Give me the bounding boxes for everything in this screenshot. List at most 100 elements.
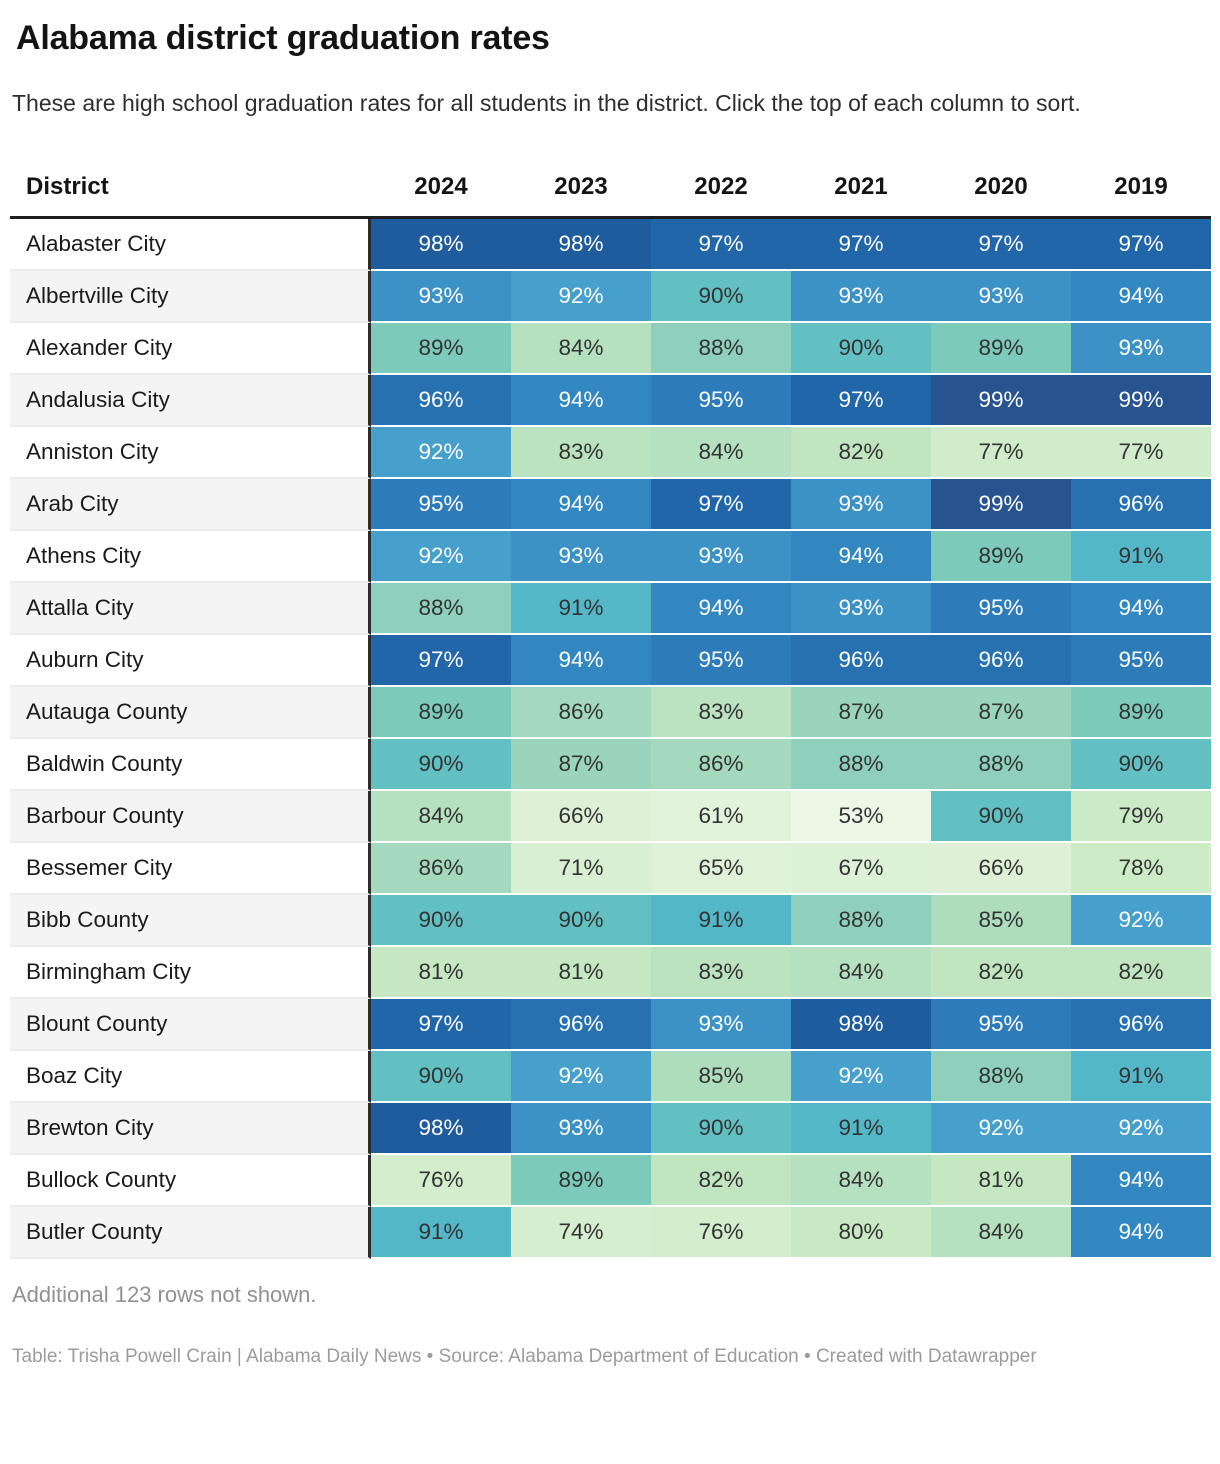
district-name: Bibb County xyxy=(10,895,371,947)
value-cell-2020: 99% xyxy=(931,479,1071,531)
value-cell-2022: 93% xyxy=(651,531,791,583)
value-cell-2019: 77% xyxy=(1071,427,1211,479)
value-cell-2021: 96% xyxy=(791,635,931,687)
value-cell-2023: 94% xyxy=(511,479,651,531)
value-cell-2021: 84% xyxy=(791,947,931,999)
table-row: Alexander City 89% 84% 88% 90% 89% 93% xyxy=(10,323,1211,375)
value-cell-2024: 92% xyxy=(371,427,511,479)
value-cell-2020: 97% xyxy=(931,219,1071,271)
value-cell-2023: 91% xyxy=(511,583,651,635)
district-name: Birmingham City xyxy=(10,947,371,999)
value-cell-2020: 95% xyxy=(931,583,1071,635)
value-cell-2019: 79% xyxy=(1071,791,1211,843)
value-cell-2021: 97% xyxy=(791,219,931,271)
table-row: Blount County 97% 96% 93% 98% 95% 96% xyxy=(10,999,1211,1051)
value-cell-2022: 65% xyxy=(651,843,791,895)
column-header-2019[interactable]: 2019 xyxy=(1071,163,1211,219)
value-cell-2022: 94% xyxy=(651,583,791,635)
value-cell-2020: 89% xyxy=(931,323,1071,375)
value-cell-2019: 89% xyxy=(1071,687,1211,739)
value-cell-2022: 82% xyxy=(651,1155,791,1207)
value-cell-2019: 95% xyxy=(1071,635,1211,687)
value-cell-2024: 97% xyxy=(371,635,511,687)
district-name: Bessemer City xyxy=(10,843,371,895)
value-cell-2024: 88% xyxy=(371,583,511,635)
district-name: Autauga County xyxy=(10,687,371,739)
value-cell-2023: 81% xyxy=(511,947,651,999)
value-cell-2019: 97% xyxy=(1071,219,1211,271)
table-row: Bullock County 76% 89% 82% 84% 81% 94% xyxy=(10,1155,1211,1207)
value-cell-2022: 83% xyxy=(651,687,791,739)
value-cell-2019: 91% xyxy=(1071,531,1211,583)
value-cell-2023: 71% xyxy=(511,843,651,895)
value-cell-2024: 76% xyxy=(371,1155,511,1207)
value-cell-2020: 77% xyxy=(931,427,1071,479)
value-cell-2022: 76% xyxy=(651,1207,791,1259)
value-cell-2022: 86% xyxy=(651,739,791,791)
datawrapper-page: Alabama district graduation rates These … xyxy=(10,19,1211,1367)
column-header-2023[interactable]: 2023 xyxy=(511,163,651,219)
value-cell-2022: 88% xyxy=(651,323,791,375)
column-header-2020[interactable]: 2020 xyxy=(931,163,1071,219)
value-cell-2024: 89% xyxy=(371,323,511,375)
value-cell-2021: 53% xyxy=(791,791,931,843)
value-cell-2019: 90% xyxy=(1071,739,1211,791)
value-cell-2020: 66% xyxy=(931,843,1071,895)
value-cell-2023: 93% xyxy=(511,531,651,583)
table-row: Barbour County 84% 66% 61% 53% 90% 79% xyxy=(10,791,1211,843)
value-cell-2020: 85% xyxy=(931,895,1071,947)
table-row: Boaz City 90% 92% 85% 92% 88% 91% xyxy=(10,1051,1211,1103)
value-cell-2019: 92% xyxy=(1071,895,1211,947)
district-name: Barbour County xyxy=(10,791,371,843)
value-cell-2020: 82% xyxy=(931,947,1071,999)
value-cell-2023: 98% xyxy=(511,219,651,271)
value-cell-2020: 90% xyxy=(931,791,1071,843)
district-name: Boaz City xyxy=(10,1051,371,1103)
value-cell-2019: 94% xyxy=(1071,271,1211,323)
value-cell-2024: 91% xyxy=(371,1207,511,1259)
district-name: Bullock County xyxy=(10,1155,371,1207)
column-header-2021[interactable]: 2021 xyxy=(791,163,931,219)
district-name: Albertville City xyxy=(10,271,371,323)
value-cell-2023: 74% xyxy=(511,1207,651,1259)
table-row: Baldwin County 90% 87% 86% 88% 88% 90% xyxy=(10,739,1211,791)
table-row: Birmingham City 81% 81% 83% 84% 82% 82% xyxy=(10,947,1211,999)
column-header-district[interactable]: District xyxy=(10,163,371,219)
column-header-2022[interactable]: 2022 xyxy=(651,163,791,219)
value-cell-2022: 90% xyxy=(651,271,791,323)
value-cell-2019: 99% xyxy=(1071,375,1211,427)
value-cell-2024: 84% xyxy=(371,791,511,843)
value-cell-2021: 93% xyxy=(791,479,931,531)
value-cell-2024: 90% xyxy=(371,739,511,791)
value-cell-2024: 97% xyxy=(371,999,511,1051)
value-cell-2022: 85% xyxy=(651,1051,791,1103)
value-cell-2024: 92% xyxy=(371,531,511,583)
value-cell-2022: 95% xyxy=(651,375,791,427)
value-cell-2024: 86% xyxy=(371,843,511,895)
value-cell-2020: 88% xyxy=(931,1051,1071,1103)
value-cell-2023: 94% xyxy=(511,375,651,427)
column-header-2024[interactable]: 2024 xyxy=(371,163,511,219)
value-cell-2023: 94% xyxy=(511,635,651,687)
value-cell-2023: 89% xyxy=(511,1155,651,1207)
value-cell-2023: 92% xyxy=(511,1051,651,1103)
value-cell-2021: 98% xyxy=(791,999,931,1051)
value-cell-2023: 90% xyxy=(511,895,651,947)
value-cell-2023: 86% xyxy=(511,687,651,739)
header-row: District 2024 2023 2022 2021 2020 2019 xyxy=(10,163,1211,219)
value-cell-2019: 96% xyxy=(1071,999,1211,1051)
value-cell-2024: 95% xyxy=(371,479,511,531)
value-cell-2024: 93% xyxy=(371,271,511,323)
district-name: Alexander City xyxy=(10,323,371,375)
value-cell-2019: 94% xyxy=(1071,1155,1211,1207)
value-cell-2023: 66% xyxy=(511,791,651,843)
value-cell-2023: 84% xyxy=(511,323,651,375)
table-row: Autauga County 89% 86% 83% 87% 87% 89% xyxy=(10,687,1211,739)
value-cell-2021: 91% xyxy=(791,1103,931,1155)
value-cell-2024: 90% xyxy=(371,895,511,947)
table-row: Auburn City 97% 94% 95% 96% 96% 95% xyxy=(10,635,1211,687)
source-caption: Table: Trisha Powell Crain | Alabama Dai… xyxy=(12,1346,1037,1367)
value-cell-2021: 97% xyxy=(791,375,931,427)
value-cell-2019: 92% xyxy=(1071,1103,1211,1155)
value-cell-2024: 89% xyxy=(371,687,511,739)
